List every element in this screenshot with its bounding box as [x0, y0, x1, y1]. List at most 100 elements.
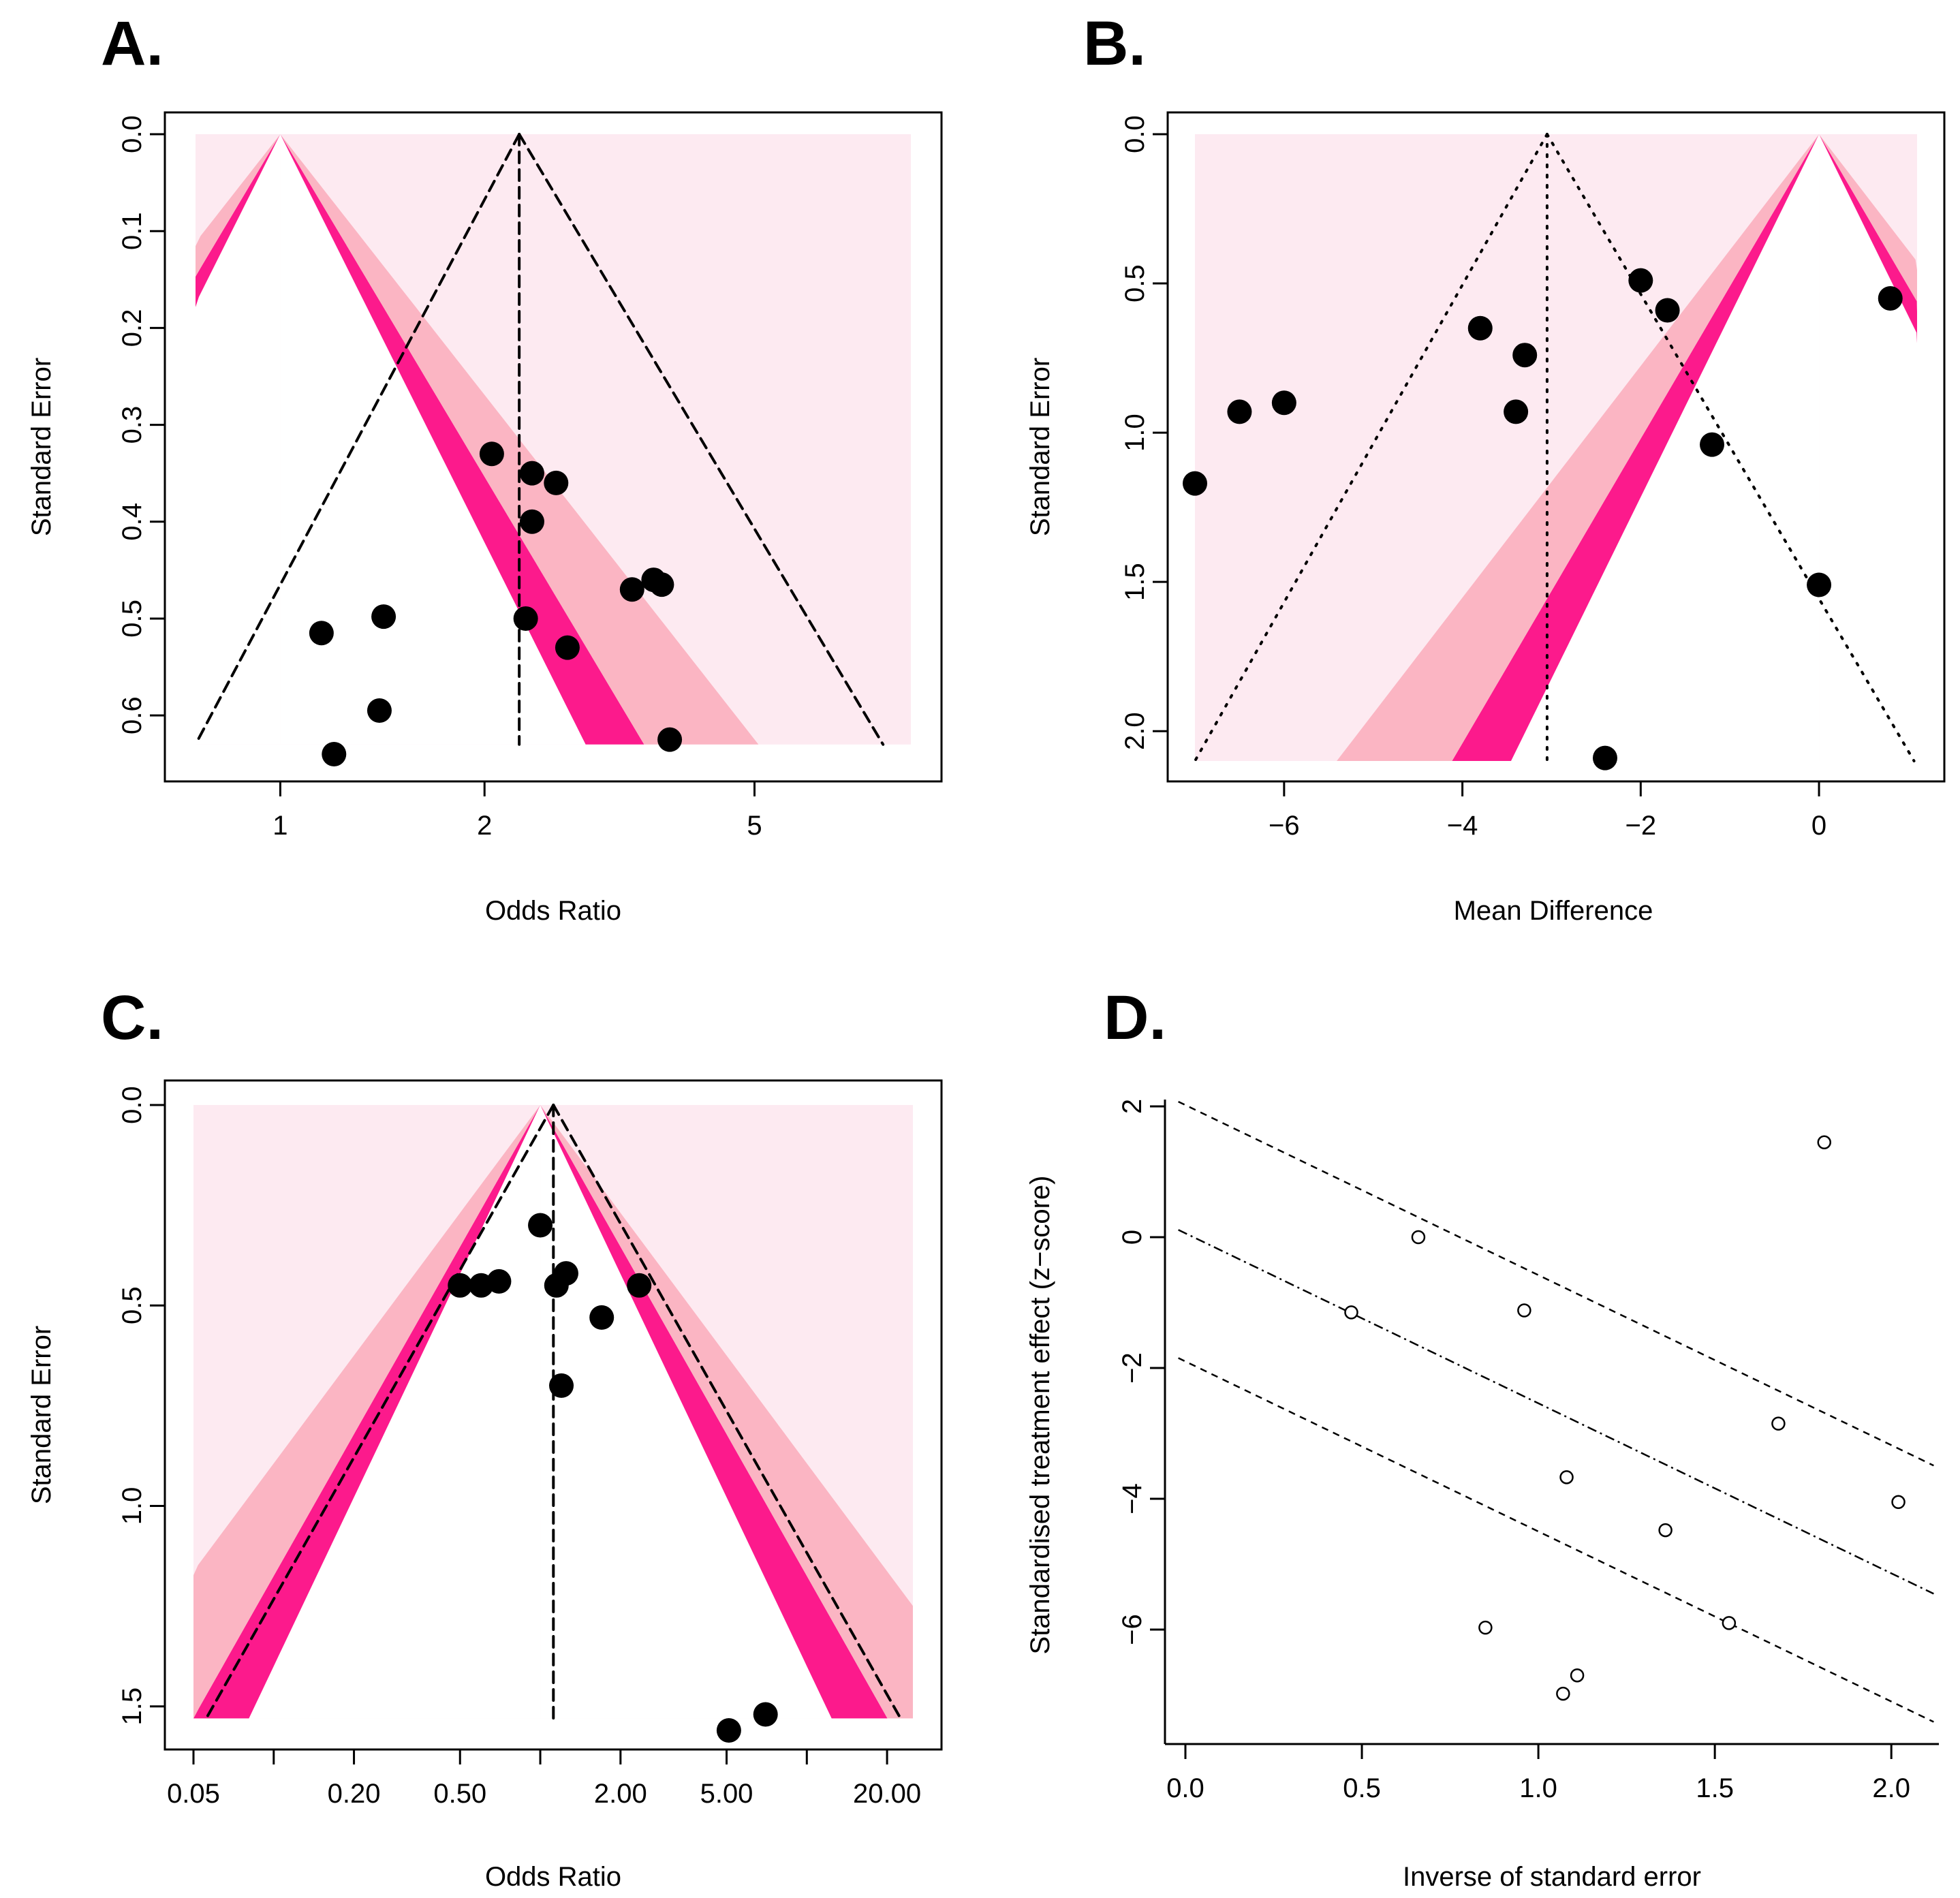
panel-d-study-point: [1570, 1668, 1585, 1683]
panel-a-study-point: [519, 509, 544, 534]
panel-d-galbraith-plot: D. 0.0 0.5 1.0 1.5 2.0 −6 −4 −2 0 2 Inverse of s…: [1025, 983, 1939, 1892]
panel-b-y-tick-label: 0.0: [1120, 115, 1150, 153]
panel-a-x-tick-label: 1: [273, 811, 287, 841]
panel-b-study-point: [1504, 399, 1529, 424]
panel-b-study-point: [1271, 390, 1296, 416]
panel-c-band-p-01-05-right: [540, 1105, 913, 1719]
panel-c-study-point: [448, 1273, 473, 1298]
panel-c-funnel-lines: [204, 1104, 902, 1720]
panel-a-funnel-right-limit: [518, 133, 885, 746]
panel-c-x-tick-label: 0.05: [167, 1779, 220, 1809]
panel-b-study-point: [1512, 343, 1538, 368]
panel-d-y-tick-label: 2: [1117, 1099, 1147, 1114]
panel-a-study-point: [367, 698, 392, 724]
panel-a-study-point: [649, 572, 674, 597]
panel-d-study-point: [1891, 1495, 1905, 1510]
panel-c-y-tick-label: 1.5: [117, 1687, 147, 1726]
panel-a-study-point: [544, 470, 569, 495]
panel-b-study-point: [1592, 745, 1617, 771]
panel-b-y-tick-label: 1.0: [1120, 414, 1150, 452]
panel-b-study-point: [1700, 432, 1725, 457]
panel-d-points: [1344, 1135, 1905, 1701]
panel-a-study-point: [657, 727, 683, 752]
panel-b-y-axis: 0.0 0.5 1.0 1.5 2.0: [1120, 115, 1169, 750]
panel-a-points: [309, 441, 683, 766]
panel-c-funnel-plot: C. 0.05 0.20 0.50 2.00 5.00 20.00 0.0 0.5 1.0 1.…: [27, 983, 943, 1892]
panel-b-points: [1183, 268, 1903, 771]
panel-c-study-point: [486, 1269, 512, 1294]
panel-b-letter: B.: [1083, 9, 1146, 78]
panel-a-funnel-left-limit: [194, 133, 521, 746]
panel-d-upper-limit-line: [1178, 1100, 1934, 1467]
panel-d-study-point: [1817, 1135, 1832, 1150]
panel-d-study-point: [1556, 1686, 1570, 1701]
panel-b-funnel-plot: B. −6 −4 −2 0 0.0 0.5 1.0 1.5 2.0 Mean Differen…: [1025, 9, 1946, 926]
panel-d-y-label: Standardised treatment effect (z−score): [1025, 1176, 1055, 1655]
panel-d-lower-limit-line: [1178, 1357, 1934, 1723]
panel-a-contour-bands: [196, 134, 911, 745]
panel-b-x-tick-label: −6: [1269, 811, 1300, 841]
panel-a-y-tick-label: 0.5: [117, 600, 147, 638]
panel-a-y-tick-label: 0.4: [117, 503, 147, 541]
panel-c-x-tick-label: 5.00: [700, 1779, 753, 1809]
panel-a-y-tick-label: 0.6: [117, 696, 147, 734]
panel-a-y-label: Standard Error: [27, 358, 57, 536]
panel-c-x-tick-label: 0.20: [328, 1779, 381, 1809]
panel-a-x-label: Odds Ratio: [485, 896, 621, 926]
panel-c-study-point: [753, 1702, 778, 1727]
panel-b-x-tick-label: −4: [1447, 811, 1478, 841]
panel-d-y-axis: −6 −4 −2 0 2: [1117, 1099, 1165, 1645]
panel-d-study-point: [1722, 1616, 1737, 1630]
panel-c-funnel-right-limit: [552, 1104, 902, 1720]
panel-b-study-point: [1467, 315, 1493, 341]
panel-d-x-tick-label: 1.5: [1696, 1773, 1734, 1803]
panel-d-letter: D.: [1104, 983, 1166, 1053]
panel-d-x-tick-label: 0.0: [1166, 1773, 1204, 1803]
panel-c-y-tick-label: 0.0: [117, 1086, 147, 1124]
panel-c-study-point: [528, 1213, 553, 1238]
panel-a-study-point: [371, 604, 396, 629]
panel-d-study-point: [1411, 1230, 1426, 1245]
panel-d-study-point: [1658, 1523, 1673, 1538]
panel-a-band-ns-left: [196, 134, 281, 745]
panel-c-y-tick-label: 1.0: [117, 1487, 147, 1525]
panel-a-study-point: [479, 441, 504, 467]
panel-d-x-label: Inverse of standard error: [1403, 1862, 1701, 1892]
panel-b-funnel-right-limit: [1545, 133, 1916, 762]
panel-d-regression-lines: [1178, 1100, 1934, 1723]
panel-a-study-point: [309, 621, 334, 646]
panel-b-x-label: Mean Difference: [1454, 896, 1653, 926]
panel-c-letter: C.: [101, 983, 164, 1053]
panel-c-x-label: Odds Ratio: [485, 1862, 621, 1892]
panel-c-y-axis: 0.0 0.5 1.0 1.5: [117, 1086, 166, 1726]
panel-b-x-tick-label: 0: [1811, 811, 1826, 841]
panel-b-y-tick-label: 0.5: [1120, 264, 1150, 302]
panel-b-funnel-left-limit: [1194, 133, 1549, 762]
panel-c-y-label: Standard Error: [27, 1326, 57, 1504]
panel-b-y-label: Standard Error: [1025, 358, 1055, 536]
panel-c-x-tick-label: 20.00: [853, 1779, 921, 1809]
panel-a-x-tick-label: 2: [477, 811, 492, 841]
panel-a-letter: A.: [101, 9, 164, 78]
panel-d-regression-line: [1178, 1229, 1934, 1595]
panel-d-y-tick-label: −4: [1117, 1483, 1147, 1514]
panel-c-x-tick-label: 0.50: [433, 1779, 486, 1809]
panel-b-study-point: [1878, 285, 1903, 311]
panel-b-study-point: [1807, 572, 1832, 597]
panel-d-y-tick-label: −6: [1117, 1614, 1147, 1645]
panel-d-x-tick-label: 2.0: [1872, 1773, 1910, 1803]
panel-c-band-ns-left: [249, 1105, 541, 1719]
panel-a-study-point: [619, 577, 644, 602]
panel-b-study-point: [1628, 268, 1653, 293]
panel-b-band-p-01-05-left: [1337, 134, 1820, 761]
panel-a-y-tick-label: 0.2: [117, 309, 147, 347]
panel-c-funnel-left-limit: [204, 1104, 555, 1720]
panel-c-band-p-05-10-left: [193, 1105, 541, 1719]
panel-c-study-point: [589, 1305, 615, 1330]
panel-b-x-tick-label: −2: [1625, 811, 1657, 841]
panel-b-funnel-lines: [1194, 133, 1916, 762]
panel-a-y-tick-label: 0.0: [117, 115, 147, 153]
panel-a-study-point: [519, 461, 544, 486]
